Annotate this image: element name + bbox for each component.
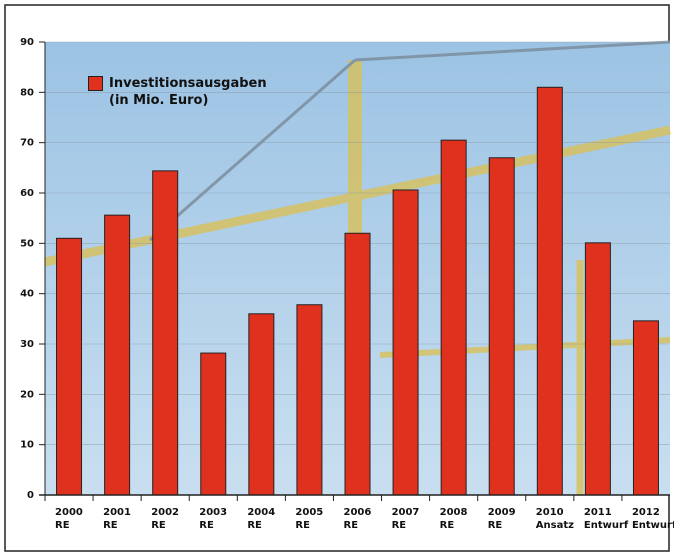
bar — [441, 140, 466, 495]
y-tick-label: 30 — [20, 339, 34, 350]
x-tick-label: RE — [392, 520, 407, 531]
bar — [585, 243, 610, 495]
bar — [201, 353, 226, 495]
x-tick-label: 2011 — [584, 507, 612, 518]
y-tick-label: 40 — [20, 289, 34, 300]
x-tick-label: 2000 — [55, 507, 83, 518]
bar — [633, 321, 658, 495]
bar — [153, 171, 178, 495]
page: 0 10 20 30 40 50 60 70 80 90 2000 RE 2001 RE 2002 RE 200… — [0, 0, 674, 557]
x-tick-label: Entwurf — [632, 520, 674, 531]
x-tick-label: 2003 — [199, 507, 227, 518]
x-tick-label: RE — [247, 520, 262, 531]
bar — [249, 314, 274, 495]
x-tick-label: 2005 — [295, 507, 323, 518]
x-tick-label: 2004 — [247, 507, 275, 518]
y-tick-label: 70 — [20, 138, 34, 149]
bar — [345, 233, 370, 495]
legend-label: Investitionsausgaben (in Mio. Euro) — [109, 75, 259, 109]
bar — [537, 87, 562, 495]
x-tick-label: RE — [295, 520, 310, 531]
x-tick-label: 2006 — [344, 507, 372, 518]
y-tick-label: 60 — [20, 188, 34, 199]
x-tick-label: RE — [151, 520, 166, 531]
bar — [57, 238, 82, 495]
x-tick-label: 2010 — [536, 507, 564, 518]
x-tick-label: RE — [440, 520, 455, 531]
bar — [489, 158, 514, 495]
y-tick-label: 90 — [20, 37, 34, 48]
x-tick-label: Entwurf — [584, 520, 629, 531]
x-tick-label: 2002 — [151, 507, 179, 518]
y-tick-label: 0 — [27, 490, 34, 501]
bar — [297, 305, 322, 495]
x-tick-label: 2009 — [488, 507, 516, 518]
x-tick-label: RE — [103, 520, 118, 531]
x-tick-label: RE — [488, 520, 503, 531]
x-tick-label: RE — [55, 520, 70, 531]
x-tick-label: 2001 — [103, 507, 131, 518]
x-tick-label: RE — [344, 520, 359, 531]
x-tick-label: 2008 — [440, 507, 468, 518]
x-tick-label: RE — [199, 520, 214, 531]
bar — [393, 190, 418, 495]
bar — [105, 215, 130, 495]
y-tick-label: 50 — [20, 238, 34, 249]
x-tick-label: 2007 — [392, 507, 420, 518]
y-tick-label: 80 — [20, 87, 34, 98]
y-tick-label: 10 — [20, 440, 34, 451]
y-tick-label: 20 — [20, 389, 34, 400]
x-tick-label: 2012 — [632, 507, 660, 518]
legend-swatch — [88, 76, 103, 91]
x-tick-label: Ansatz — [536, 520, 574, 531]
legend: Investitionsausgaben (in Mio. Euro) — [88, 75, 259, 109]
